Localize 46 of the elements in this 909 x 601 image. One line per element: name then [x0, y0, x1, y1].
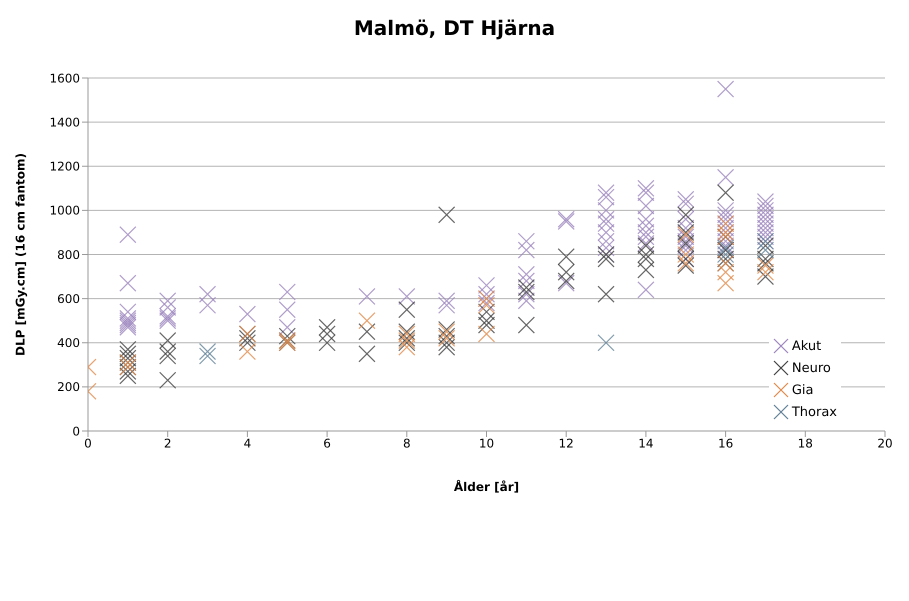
point: [597, 334, 615, 352]
point: [717, 274, 734, 292]
point: [677, 246, 694, 264]
y-axis-title: DLP [mGy.cm] (16 cm fantom): [13, 153, 28, 356]
y-tick-label: 200: [57, 380, 80, 394]
y-tick-label: 1200: [49, 160, 80, 174]
x-tick-label: 8: [402, 436, 411, 451]
point: [358, 312, 376, 330]
y-tick-label: 0: [72, 424, 80, 438]
x-tick-label: 20: [877, 436, 893, 451]
x-tick-label: 10: [478, 436, 494, 451]
point: [438, 323, 456, 340]
point: [198, 347, 216, 365]
x-tick-label: 2: [164, 436, 172, 451]
y-tick-label: 1000: [49, 204, 80, 218]
point: [677, 254, 694, 272]
x-tick-label: 6: [323, 436, 331, 451]
point: [398, 338, 416, 356]
point: [238, 342, 256, 360]
x-tick-label: 18: [798, 436, 813, 451]
y-tick-label: 400: [57, 336, 80, 350]
legend-label: Akut: [792, 338, 822, 354]
point: [398, 325, 416, 343]
point: [717, 246, 734, 264]
x-tick-label: 0: [84, 436, 92, 451]
point: [756, 241, 774, 259]
x-tick-label: 14: [638, 436, 654, 451]
point: [478, 296, 496, 314]
legend-label: Thorax: [792, 404, 837, 420]
x-axis-title: Ålder [år]: [454, 479, 520, 494]
point: [198, 342, 216, 360]
point: [398, 332, 416, 350]
x-tick-label: 16: [718, 436, 734, 451]
point: [717, 264, 734, 281]
legend-label: Neuro: [792, 360, 831, 376]
y-tick-label: 600: [57, 292, 80, 306]
y-tick-label: 1600: [49, 71, 80, 86]
y-tick-label: 800: [57, 248, 80, 262]
point: [756, 256, 774, 274]
legend-label: Gia: [792, 382, 814, 398]
x-tick-label: 12: [558, 436, 574, 451]
point: [478, 325, 496, 343]
y-tick-label: 1400: [49, 115, 80, 130]
point: [756, 264, 774, 281]
chart-title: Malmö, DT Hjärna: [352, 16, 556, 40]
x-tick-label: 4: [244, 436, 252, 451]
